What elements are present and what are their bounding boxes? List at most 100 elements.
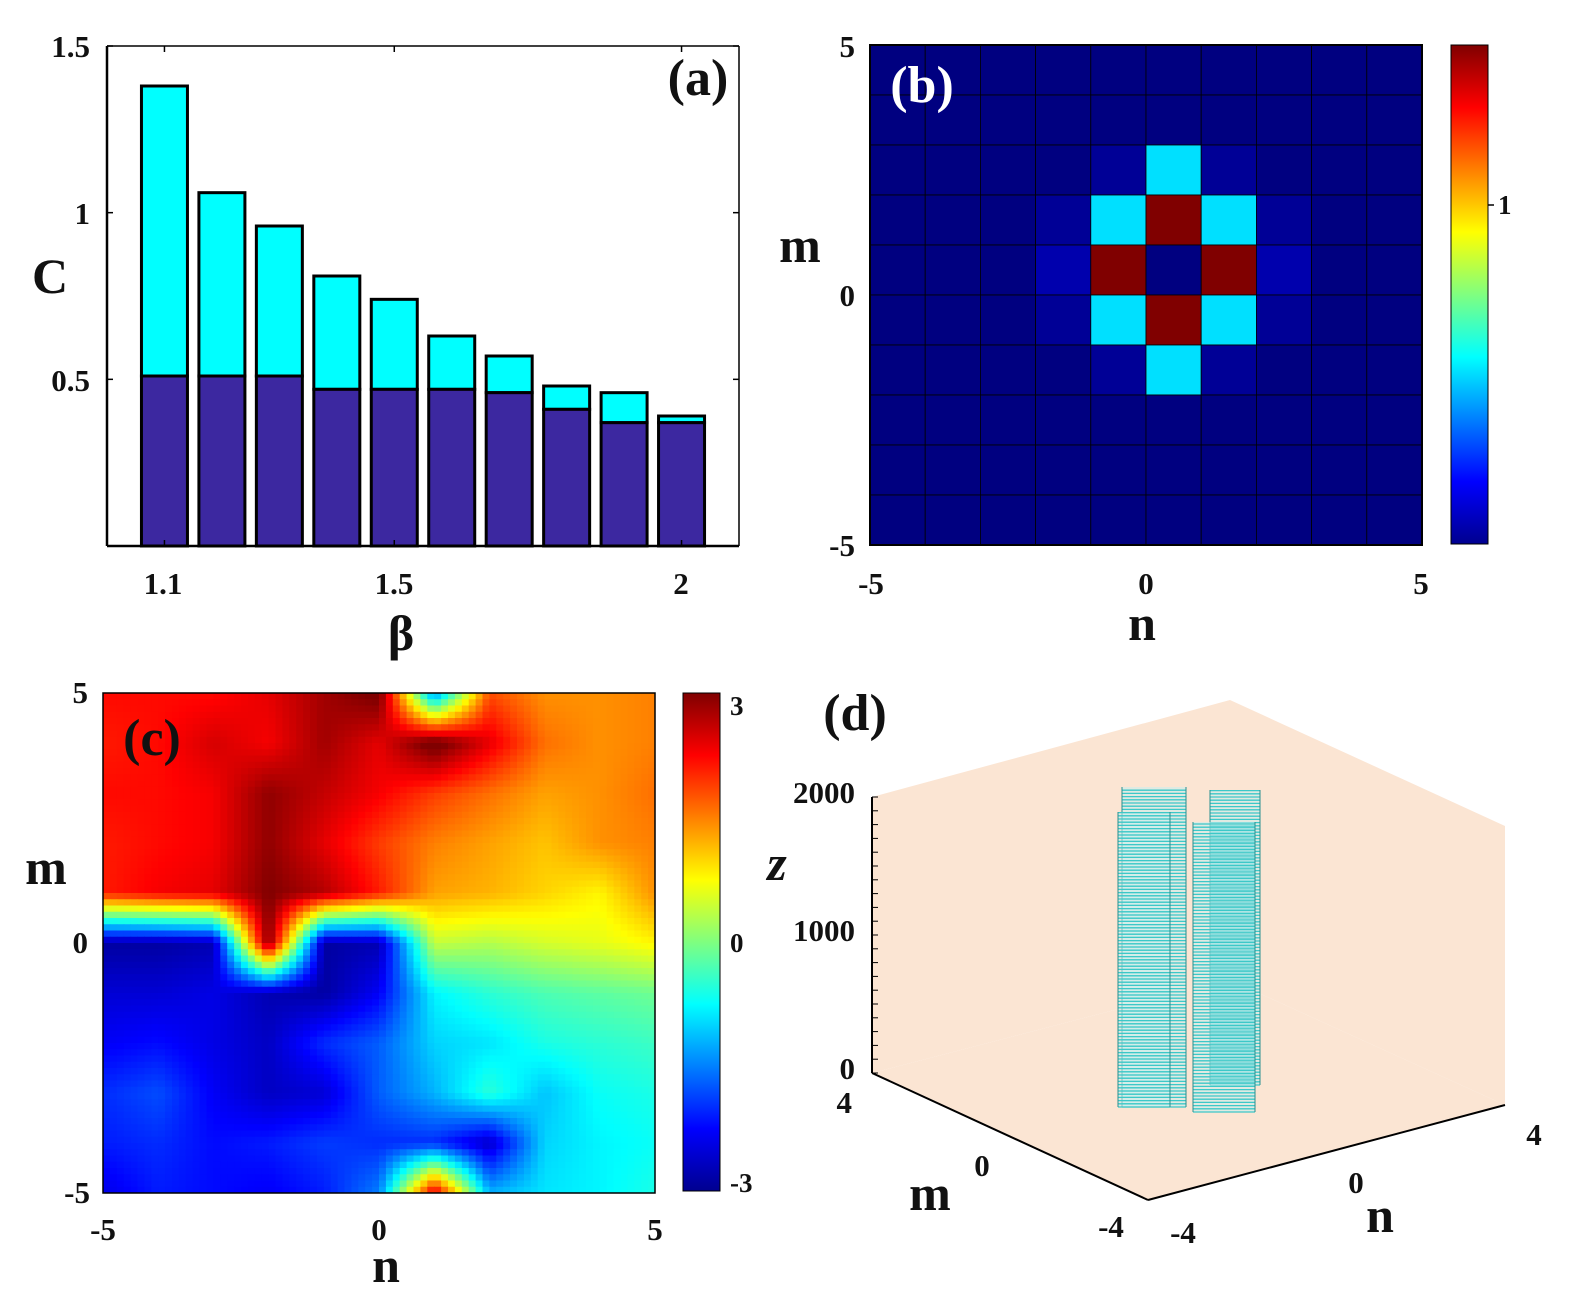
c-pixel: [558, 924, 566, 932]
c-pixel: [130, 961, 139, 969]
c-pixel: [330, 886, 339, 894]
c-pixel: [641, 918, 649, 925]
c-pixel: [275, 836, 283, 844]
c-pixel: [406, 855, 415, 863]
c-pixel: [213, 755, 221, 763]
c-pixel: [517, 843, 525, 850]
c-pixel: [227, 793, 235, 800]
c-pixel: [648, 1036, 655, 1044]
c-pixel: [261, 886, 270, 894]
c-pixel: [565, 949, 573, 957]
c-pixel: [606, 818, 615, 825]
c-pixel: [399, 868, 408, 875]
c-pixel: [241, 974, 249, 982]
c-pixel: [206, 743, 214, 750]
c-pixel: [192, 1049, 201, 1057]
b-cell-1-9: [1366, 94, 1423, 146]
c-pixel: [406, 999, 415, 1007]
c-pixel: [172, 1011, 180, 1019]
c-pixel: [227, 768, 235, 775]
c-pixel: [275, 1043, 283, 1050]
c-pixel: [144, 930, 152, 938]
c-pixel: [503, 961, 511, 969]
c-pixel: [289, 711, 297, 719]
c-pixel: [241, 836, 249, 844]
c-pixel: [592, 861, 601, 869]
c-pixel: [392, 980, 401, 988]
c-pixel: [565, 911, 573, 919]
c-pixel: [572, 880, 580, 888]
c-pixel: [310, 736, 318, 744]
c-pixel: [572, 918, 580, 925]
c-pixel: [572, 1011, 580, 1019]
c-pixel: [592, 1024, 601, 1032]
c-pixel: [530, 768, 539, 775]
c-pixel: [510, 961, 518, 969]
c-pixel: [482, 793, 490, 800]
c-pixel: [385, 786, 394, 794]
c-pixel: [199, 818, 208, 825]
c-pixel: [310, 849, 318, 857]
c-pixel: [496, 824, 504, 832]
c-pixel: [648, 918, 655, 925]
c-pixel: [523, 730, 532, 738]
c-pixel: [151, 811, 159, 819]
c-pixel: [323, 705, 332, 713]
c-pixel: [406, 1005, 415, 1013]
c-pixel: [496, 818, 504, 825]
c-pixel: [468, 761, 477, 769]
c-pixel: [496, 780, 504, 788]
c-pixel: [172, 799, 180, 807]
c-pixel: [454, 693, 463, 700]
c-pixel: [503, 1011, 511, 1019]
c-pixel: [310, 930, 318, 938]
c-pixel: [537, 843, 546, 850]
c-pixel: [275, 949, 283, 957]
c-pixel: [496, 1011, 504, 1019]
c-pixel: [192, 986, 201, 994]
c-pixel: [337, 855, 346, 863]
c-pixel: [241, 1043, 249, 1050]
c-pixel: [461, 736, 470, 744]
c-pixel: [261, 1011, 270, 1019]
c-pixel: [247, 799, 256, 807]
c-pixel: [130, 1061, 139, 1069]
c-pixel: [413, 855, 421, 863]
c-pixel: [634, 893, 642, 900]
c-pixel: [606, 811, 615, 819]
c-pixel: [517, 718, 525, 725]
c-pixel: [586, 818, 594, 825]
c-pixel: [103, 961, 111, 969]
c-pixel: [399, 861, 408, 869]
c-pixel: [227, 980, 235, 988]
c-pixel: [310, 986, 318, 994]
c-pixel: [241, 924, 249, 932]
c-pixel: [579, 1036, 587, 1044]
c-pixel: [427, 693, 435, 700]
c-pixel: [448, 855, 456, 863]
c-pixel: [213, 886, 221, 894]
c-pixel: [537, 824, 546, 832]
c-pixel: [351, 836, 359, 844]
c-pixel: [310, 749, 318, 757]
c-pixel: [199, 1043, 208, 1050]
c-pixel: [178, 1055, 187, 1063]
c-pixel: [475, 861, 484, 869]
c-pixel: [475, 1061, 484, 1069]
c-pixel: [365, 1061, 373, 1069]
c-pixel: [379, 718, 387, 725]
c-pixel: [641, 1036, 649, 1044]
c-pixel: [537, 986, 546, 994]
c-pixel: [634, 761, 642, 769]
c-pixel: [103, 724, 111, 732]
c-pixel: [558, 780, 566, 788]
c-pixel: [413, 693, 421, 700]
c-pixel: [199, 986, 208, 994]
c-pixel: [137, 968, 145, 975]
c-pixel: [461, 868, 470, 875]
c-pixel: [123, 1024, 132, 1032]
c-pixel: [385, 743, 394, 750]
c-pixel: [517, 974, 525, 982]
c-pixel: [130, 1030, 139, 1038]
c-pixel: [406, 893, 415, 900]
